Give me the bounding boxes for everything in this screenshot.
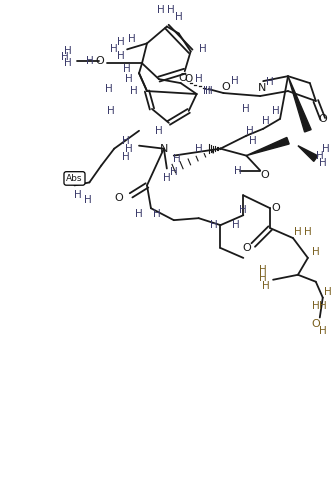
Text: H: H: [73, 191, 81, 200]
Text: H: H: [242, 104, 250, 114]
Text: O: O: [221, 82, 230, 92]
Text: H: H: [64, 46, 71, 56]
Text: H: H: [249, 136, 257, 146]
Text: H: H: [262, 116, 270, 126]
Text: O: O: [242, 243, 251, 253]
Text: H: H: [64, 58, 71, 68]
Text: H: H: [125, 74, 133, 84]
Text: H: H: [234, 166, 242, 175]
Text: N: N: [258, 83, 266, 93]
Text: H: H: [319, 157, 327, 168]
Text: H: H: [239, 205, 247, 215]
Text: O: O: [272, 203, 280, 213]
Text: O: O: [95, 56, 104, 66]
Text: H: H: [294, 227, 302, 237]
Text: H: H: [117, 52, 125, 61]
Text: O: O: [261, 171, 269, 180]
Text: H: H: [203, 86, 211, 96]
Text: H: H: [128, 35, 136, 44]
Text: H: H: [157, 4, 165, 15]
Text: H: H: [110, 44, 118, 54]
Text: H: H: [272, 106, 280, 116]
Text: O: O: [318, 114, 327, 124]
Text: H: H: [85, 56, 93, 66]
Text: O: O: [178, 73, 187, 83]
Text: H: H: [231, 76, 239, 86]
Text: O: O: [311, 319, 320, 330]
Text: H: H: [312, 247, 320, 257]
Text: H: H: [105, 84, 113, 94]
Text: H: H: [210, 220, 217, 230]
Text: H: H: [167, 4, 175, 15]
Text: H: H: [195, 74, 203, 84]
Text: H: H: [170, 168, 178, 177]
Polygon shape: [288, 76, 311, 132]
Text: H: H: [107, 106, 115, 116]
Text: H: H: [259, 273, 267, 283]
Text: H: H: [117, 37, 125, 48]
Text: H: H: [199, 44, 207, 54]
Text: H: H: [130, 86, 138, 96]
Text: H: H: [316, 151, 324, 160]
Text: H: H: [175, 12, 183, 21]
Text: H: H: [122, 136, 130, 146]
Text: H: H: [312, 300, 320, 311]
Text: H: H: [125, 144, 133, 154]
Text: H: H: [266, 77, 274, 87]
Text: H: H: [61, 52, 69, 62]
Text: H: H: [123, 64, 131, 74]
Text: H: H: [163, 174, 171, 183]
Text: H: H: [155, 126, 163, 136]
Text: O: O: [115, 193, 123, 203]
Text: H: H: [232, 220, 240, 230]
Text: H: H: [259, 265, 267, 275]
Text: H: H: [205, 86, 213, 96]
Text: H: H: [319, 327, 327, 336]
Text: H: H: [246, 126, 254, 136]
Text: H: H: [83, 195, 91, 205]
Text: H: H: [322, 144, 330, 154]
Text: H: H: [304, 227, 312, 237]
Text: H: H: [195, 144, 203, 154]
Text: N: N: [160, 144, 168, 154]
Text: H: H: [135, 209, 143, 219]
Polygon shape: [246, 138, 289, 156]
Text: H: H: [324, 287, 331, 296]
Text: H: H: [319, 300, 327, 311]
Text: H: H: [173, 154, 181, 164]
Polygon shape: [298, 146, 318, 161]
Text: H: H: [262, 281, 270, 291]
Text: O: O: [185, 74, 193, 84]
Text: H: H: [153, 209, 161, 219]
Text: H: H: [122, 152, 130, 162]
Text: Abs: Abs: [66, 174, 83, 183]
